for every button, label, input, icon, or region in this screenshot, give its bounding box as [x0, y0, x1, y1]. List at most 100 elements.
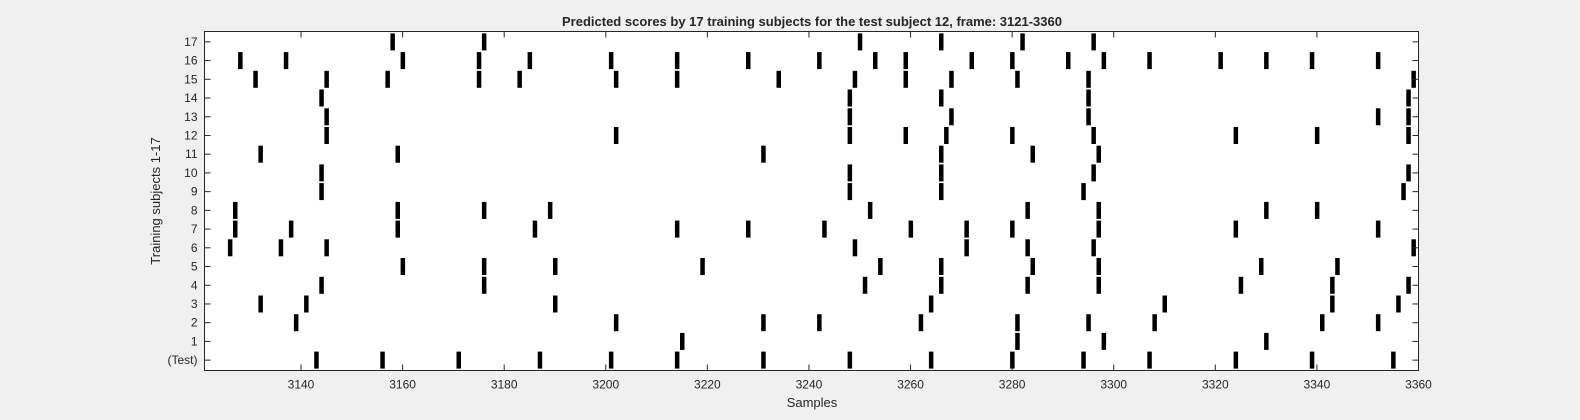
x-tick-label-3260: 3260 — [897, 378, 924, 392]
x-tick-label-3180: 3180 — [491, 378, 518, 392]
marker-row-2-9 — [1375, 314, 1381, 332]
marker-row-12-5 — [1010, 127, 1015, 144]
marker-row-15-10 — [949, 70, 954, 88]
marker-row-test-7 — [847, 351, 853, 369]
marker-row-1-1 — [1015, 332, 1020, 350]
marker-row-4-8 — [1406, 276, 1411, 294]
y-tick-label-2: 2 — [191, 316, 198, 330]
x-tick-label-3240: 3240 — [796, 378, 823, 392]
marker-row-8-2 — [481, 201, 487, 219]
x-axis: 3140 3160 3180 3200 3220 3240 3260 3280 3300 3320… — [288, 31, 1432, 392]
marker-row-9-4 — [1401, 183, 1406, 201]
marker-row-6-3 — [852, 239, 858, 257]
marker-row-4-1 — [481, 276, 487, 294]
marker-row-17-3 — [939, 33, 944, 51]
marker-row-12-9 — [1406, 127, 1411, 144]
marker-row-4-0 — [319, 276, 324, 294]
marker-row-14-0 — [319, 89, 324, 107]
marker-row-13-0 — [324, 108, 329, 126]
marker-row-8-6 — [1096, 201, 1101, 219]
marker-row-11-0 — [258, 145, 263, 163]
marker-row-6-6 — [1091, 239, 1096, 257]
marker-row-10-0 — [319, 164, 324, 182]
marker-row-6-5 — [1025, 239, 1030, 257]
marker-row-14-4 — [1406, 89, 1411, 107]
marker-row-12-1 — [613, 127, 619, 144]
marker-row-9-2 — [939, 183, 944, 201]
y-tick-label-15: 15 — [184, 72, 198, 86]
marker-row-2-6 — [1086, 314, 1091, 332]
marker-row-13-4 — [1375, 108, 1381, 126]
marker-row-test-10 — [1081, 351, 1086, 369]
marker-row-2-3 — [817, 314, 822, 332]
marker-row-16-11 — [969, 52, 974, 70]
marker-row-15-9 — [903, 70, 908, 88]
marker-row-15-2 — [385, 70, 390, 88]
marker-row-8-3 — [547, 201, 553, 219]
marker-row-10-2 — [939, 164, 944, 182]
marker-row-16-3 — [476, 52, 482, 70]
marker-row-4-5 — [1096, 276, 1101, 294]
marker-row-16-6 — [674, 52, 680, 70]
chart-title: Predicted scores by 17 training subjects… — [562, 14, 1062, 29]
marker-row-6-0 — [227, 239, 233, 257]
marker-row-test-0 — [314, 351, 319, 369]
marker-row-16-5 — [608, 52, 614, 70]
marker-row-2-5 — [1015, 314, 1020, 332]
x-tick-label-3220: 3220 — [694, 378, 721, 392]
marker-row-4-4 — [1025, 276, 1030, 294]
y-tick-label-0: (Test) — [168, 353, 198, 367]
marker-row-2-4 — [918, 314, 924, 332]
marker-row-3-0 — [258, 295, 263, 313]
marker-row-15-8 — [852, 70, 858, 88]
marker-row-5-7 — [1096, 258, 1101, 275]
marker-row-7-0 — [233, 220, 238, 238]
marker-row-test-2 — [456, 351, 461, 369]
marker-row-6-2 — [324, 239, 329, 257]
marker-row-10-1 — [847, 164, 853, 182]
marker-row-1-3 — [1264, 332, 1269, 350]
marker-row-15-5 — [613, 70, 619, 88]
marker-row-15-6 — [674, 70, 680, 88]
x-tick-label-3280: 3280 — [999, 378, 1026, 392]
marker-row-test-11 — [1147, 351, 1152, 369]
marker-row-7-5 — [746, 220, 751, 238]
x-tick-label-3300: 3300 — [1100, 378, 1127, 392]
marker-row-15-1 — [324, 70, 329, 88]
marker-row-16-18 — [1309, 52, 1315, 70]
marker-row-9-3 — [1081, 183, 1086, 201]
marker-row-test-14 — [1391, 351, 1396, 369]
marker-row-7-11 — [1233, 220, 1239, 238]
y-tick-label-9: 9 — [191, 185, 198, 199]
marker-row-5-8 — [1259, 258, 1264, 275]
marker-row-12-8 — [1314, 127, 1320, 144]
x-tick-label-3200: 3200 — [592, 378, 619, 392]
marker-row-4-6 — [1238, 276, 1244, 294]
marker-row-16-12 — [1010, 52, 1015, 70]
marker-row-8-4 — [867, 201, 873, 219]
marker-row-4-7 — [1330, 276, 1335, 294]
y-tick-label-8: 8 — [191, 203, 198, 217]
marker-row-9-0 — [319, 183, 324, 201]
marker-row-2-1 — [613, 314, 619, 332]
marker-row-13-5 — [1406, 108, 1411, 126]
marker-row-7-3 — [532, 220, 538, 238]
marker-row-3-4 — [1162, 295, 1167, 313]
marker-row-7-1 — [288, 220, 294, 238]
marker-row-12-7 — [1233, 127, 1239, 144]
plot-area — [204, 31, 1419, 371]
marker-row-7-10 — [1096, 220, 1101, 238]
marker-row-8-1 — [395, 201, 400, 219]
marker-row-8-0 — [233, 201, 238, 219]
marker-row-14-1 — [847, 89, 853, 107]
marker-row-4-3 — [939, 276, 944, 294]
marker-row-15-7 — [776, 70, 781, 88]
y-tick-label-11: 11 — [185, 147, 198, 161]
y-tick-label-16: 16 — [184, 54, 198, 68]
marker-row-test-3 — [537, 351, 543, 369]
marker-row-16-15 — [1147, 52, 1152, 70]
marker-row-12-6 — [1091, 127, 1096, 144]
marker-row-5-3 — [700, 258, 705, 275]
marker-row-11-4 — [1030, 145, 1035, 163]
